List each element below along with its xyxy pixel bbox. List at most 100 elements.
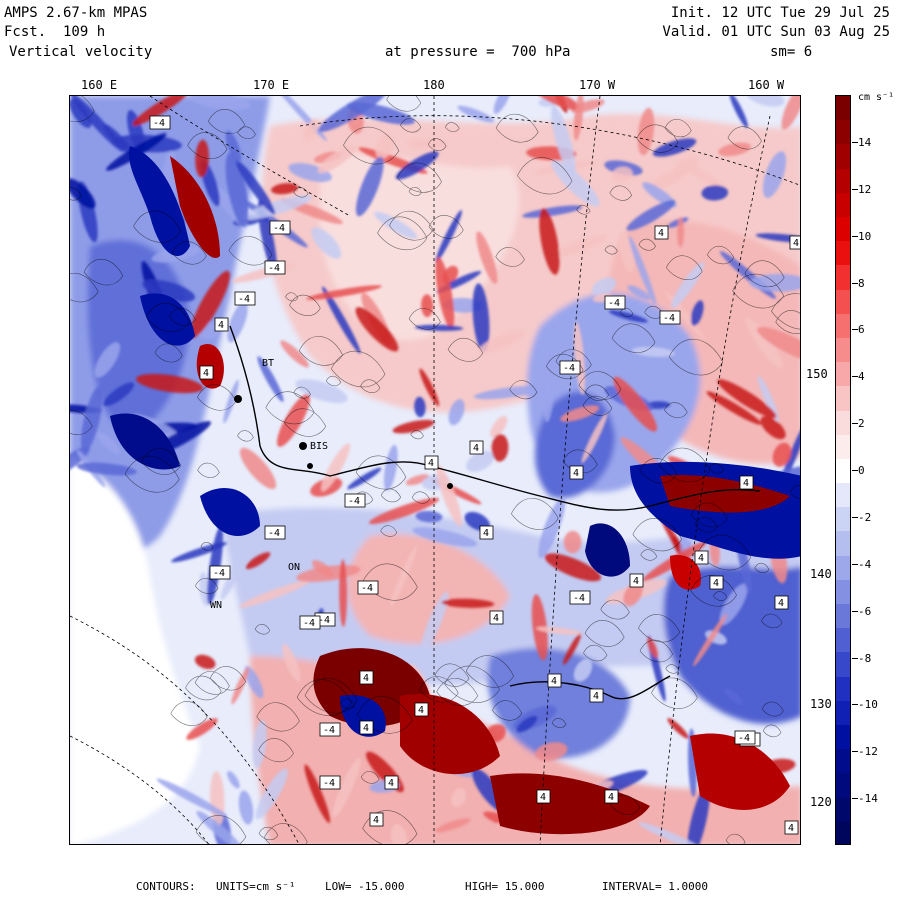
field-streak [573, 658, 593, 682]
svg-text:4: 4 [573, 468, 579, 479]
colorbar-tick-label: 8 [858, 277, 865, 290]
field-streak [405, 474, 430, 486]
svg-text:4: 4 [713, 578, 719, 589]
field-streak [706, 391, 762, 425]
contour-line [713, 591, 728, 601]
contour-line [360, 379, 381, 393]
colorbar-cell [836, 289, 850, 315]
contour-line [664, 402, 688, 419]
field-streak [355, 307, 399, 352]
contour-line [154, 343, 183, 363]
contour-line [70, 187, 82, 201]
field-streak [491, 434, 509, 462]
field-streak [448, 399, 465, 426]
svg-text:-4: -4 [738, 733, 750, 744]
contour-value-box: 4 [569, 465, 584, 480]
contour-value-box: 4 [384, 775, 399, 790]
colorbar-tick-label: 4 [858, 370, 865, 383]
contour-line [725, 833, 746, 844]
field-streak [390, 545, 418, 607]
field-streak [493, 96, 512, 114]
svg-text:4: 4 [203, 368, 209, 379]
svg-text:4: 4 [793, 238, 799, 249]
colorbar-cell [836, 168, 850, 194]
contour-line [445, 122, 460, 133]
field-streak [306, 285, 382, 300]
field-streak [608, 310, 648, 323]
field-streak [321, 443, 351, 492]
contour-value-box: -4 [734, 730, 756, 745]
field-streak [190, 96, 251, 111]
footer-high: HIGH= 15.000 [465, 880, 545, 893]
colorbar-cell [836, 386, 850, 411]
svg-text:-4: -4 [563, 363, 575, 374]
field-streak [103, 382, 135, 407]
colorbar-cell [836, 434, 850, 460]
contour-value-box: 4 [709, 575, 724, 590]
field-streak [723, 688, 744, 705]
contour-line [386, 96, 422, 112]
colorbar-cell [836, 555, 850, 581]
field-streak [435, 257, 455, 329]
contour-line [610, 794, 641, 815]
colorbar-tick-label: -10 [858, 698, 878, 711]
field-streak [476, 231, 498, 284]
field-streak [563, 633, 582, 665]
field-streak [220, 534, 256, 600]
contour-line [380, 488, 402, 503]
field-streak [242, 195, 312, 220]
svg-text:4: 4 [418, 705, 424, 716]
colorbar-tick-label: 0 [858, 464, 865, 477]
field-streak [420, 591, 449, 655]
contour-line [709, 463, 725, 474]
field-streak [421, 294, 434, 318]
colorbar-tick [852, 611, 858, 612]
colorbar-tick-label: -6 [858, 605, 872, 618]
contour-line [604, 245, 618, 255]
contour-value-box: 4 [547, 673, 562, 688]
field-streak [451, 788, 467, 808]
contour-value-box: -4 [234, 291, 256, 306]
contour-line [254, 624, 271, 635]
contour-line [293, 386, 311, 399]
field-streak [457, 105, 495, 123]
contour-value-box: 4 [604, 789, 619, 804]
colorbar-cell [836, 458, 850, 484]
field-streak [80, 386, 103, 453]
field-streak [415, 510, 443, 523]
colorbar-cell [836, 192, 850, 218]
contour-line [517, 157, 573, 195]
contour-line [325, 375, 342, 387]
colorbar-cell [836, 96, 850, 121]
colorbar-cell [836, 507, 850, 532]
contour-value-box: -4 [344, 493, 366, 508]
colorbar-cell [836, 241, 850, 266]
field-streak [239, 580, 310, 608]
contour-line [237, 430, 254, 442]
svg-text:4: 4 [698, 553, 704, 564]
contour-value-box: 4 [369, 812, 384, 827]
field-streak [536, 626, 583, 635]
field-streak [70, 99, 92, 128]
colorbar-cell [836, 579, 850, 605]
contour-value-box: 4 [489, 610, 504, 625]
colorbar-cell [836, 749, 850, 774]
field-streak [628, 236, 657, 306]
field-streak [717, 379, 777, 419]
footer-low: LOW= -15.000 [325, 880, 405, 893]
field-streak [295, 379, 348, 403]
contour-value-box: 4 [214, 317, 229, 332]
svg-text:-4: -4 [663, 313, 675, 324]
field-streak [667, 718, 689, 739]
field-name: Vertical velocity [9, 44, 153, 60]
colorbar-cell [836, 144, 850, 170]
contour-line [694, 517, 718, 533]
field-streak [667, 217, 689, 228]
contour-value-box: -4 [264, 525, 286, 540]
colorbar-tick [852, 376, 858, 377]
contour-line [70, 410, 93, 435]
contour-value-box: 4 [359, 720, 374, 735]
contour-line [584, 384, 610, 401]
svg-text:4: 4 [363, 723, 369, 734]
field-streak [195, 139, 209, 178]
